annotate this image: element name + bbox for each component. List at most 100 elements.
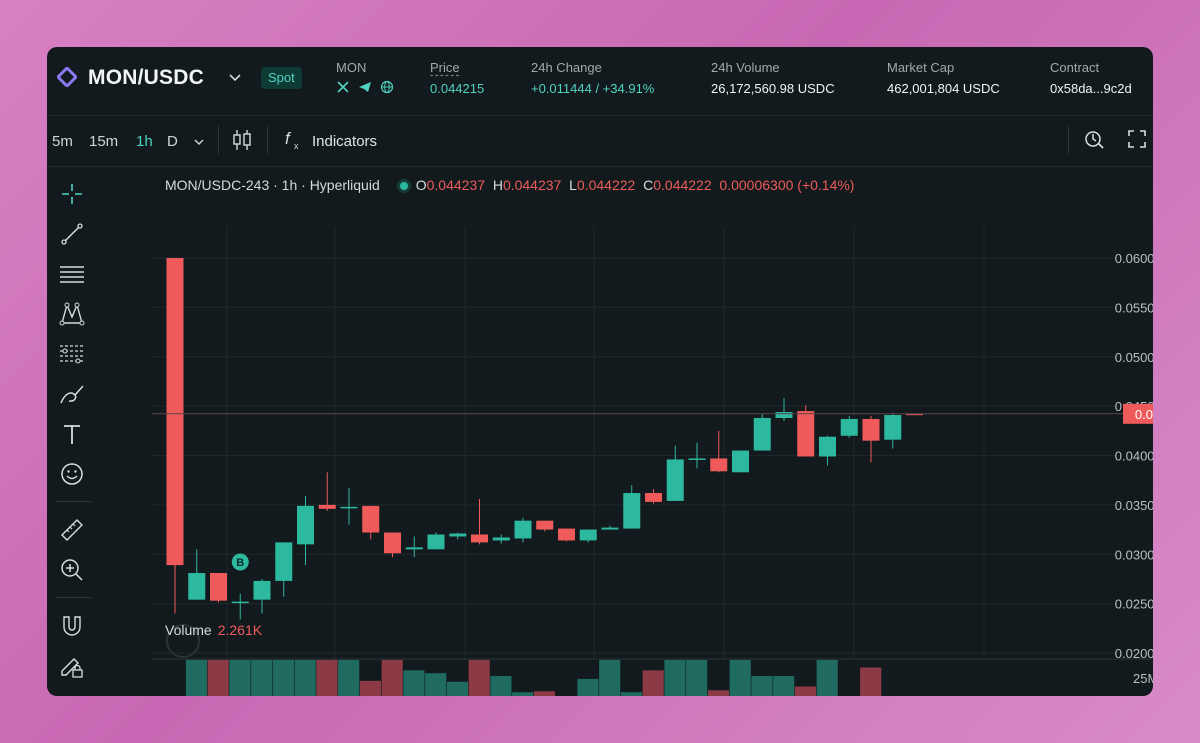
chevron-down-icon[interactable] xyxy=(227,69,243,85)
volume-bar xyxy=(686,659,708,696)
buy-marker xyxy=(231,553,249,571)
candle-body xyxy=(253,580,271,600)
monad-logo-icon xyxy=(57,67,77,87)
indicators-button[interactable]: Indicators xyxy=(312,133,378,150)
candlestick-chart[interactable]: B0.0600000.0550000.0500000.0450000.04000… xyxy=(97,167,1153,696)
candle-body xyxy=(775,412,793,418)
price-axis-label: 0.060000 xyxy=(1115,251,1153,266)
candle-body xyxy=(166,258,184,566)
price-value: 0.044215 xyxy=(430,81,485,96)
market-header: MON/USDC Spot MON Price 0.044215 24h Cha… xyxy=(47,47,1153,116)
candle-body xyxy=(536,520,554,530)
candle-body xyxy=(819,436,836,457)
volume-bar xyxy=(272,659,295,696)
volume-bar xyxy=(664,659,686,696)
price-axis-label: 0.025000 xyxy=(1115,597,1153,612)
volume-bar xyxy=(294,659,316,696)
timeframe-chevron-down-icon[interactable] xyxy=(192,135,206,149)
fib-retracement-icon[interactable] xyxy=(59,341,85,367)
price-label[interactable]: Price xyxy=(430,60,460,75)
candle-body xyxy=(732,450,749,473)
lock-drawing-icon[interactable] xyxy=(59,653,85,679)
volume-settings-icon[interactable] xyxy=(166,624,200,658)
magnet-icon[interactable] xyxy=(59,613,85,639)
volume-bar xyxy=(599,659,621,696)
zoom-in-icon[interactable] xyxy=(59,557,85,583)
candle-body xyxy=(862,418,880,441)
candles-chart-type-icon[interactable] xyxy=(231,128,253,152)
candle-body xyxy=(840,418,858,436)
low-label: L xyxy=(569,177,577,193)
x-twitter-icon[interactable] xyxy=(336,80,350,94)
price-chart[interactable]: B0.0600000.0550000.0500000.0450000.04000… xyxy=(97,167,1153,696)
volume-bar xyxy=(707,690,730,696)
timeframe-5m[interactable]: 5m xyxy=(52,133,73,150)
candle-body xyxy=(405,547,423,550)
horizontal-lines-icon[interactable] xyxy=(59,261,85,287)
timeframe-d[interactable]: D xyxy=(167,133,178,150)
close-label: C xyxy=(643,177,654,193)
telegram-icon[interactable] xyxy=(358,80,372,94)
market-cap-label: Market Cap xyxy=(887,60,955,75)
contract-stat: Contract 0x58da...9c2d xyxy=(1050,60,1132,96)
candle-body xyxy=(514,520,532,539)
emoji-icon[interactable] xyxy=(59,461,85,487)
candle-body xyxy=(906,413,923,416)
divider xyxy=(55,597,91,598)
text-tool-icon[interactable] xyxy=(59,421,85,447)
token-info: MON xyxy=(336,60,394,94)
open-value: 0.044237 xyxy=(426,177,486,193)
last-price-tag xyxy=(1123,403,1153,424)
change-value: +0.011444 / +34.91% xyxy=(531,81,655,96)
market-type-badge: Spot xyxy=(261,67,302,89)
alert-clock-icon[interactable] xyxy=(1083,128,1105,150)
volume-bar xyxy=(620,692,643,696)
change-label: 24h Change xyxy=(531,60,602,75)
divider xyxy=(55,501,91,502)
volume-legend: Volume 2.261K xyxy=(165,622,262,638)
price-axis-label: 0.030000 xyxy=(1115,547,1153,562)
volume-bar xyxy=(773,676,795,696)
volume-bar xyxy=(425,673,447,696)
volume-bar xyxy=(468,659,490,696)
trading-app: MON/USDC Spot MON Price 0.044215 24h Cha… xyxy=(47,47,1153,696)
contract-value[interactable]: 0x58da...9c2d xyxy=(1050,81,1132,96)
market-cap-value: 462,001,804 USDC xyxy=(887,81,1000,96)
volume-bar xyxy=(381,659,403,696)
buy-marker-label: B xyxy=(236,557,244,569)
function-indicators-icon[interactable]: f x xyxy=(283,128,305,152)
divider xyxy=(267,126,268,154)
legend-symbol: MON/USDC-243 · 1h · Hyperliquid xyxy=(165,177,380,193)
volume-bar xyxy=(794,686,817,696)
price-axis-label: 0.055000 xyxy=(1115,300,1153,315)
low-value: 0.044222 xyxy=(576,177,636,193)
open-label: O xyxy=(415,177,427,193)
candle-body xyxy=(753,417,771,451)
globe-icon[interactable] xyxy=(380,80,394,94)
close-value: 0.044222 xyxy=(653,177,712,193)
market-cap-stat: Market Cap 462,001,804 USDC xyxy=(887,60,1000,96)
volume-bar xyxy=(512,692,534,696)
candle-body xyxy=(340,506,358,509)
svg-text:f: f xyxy=(285,129,292,148)
candle-body xyxy=(297,505,314,545)
contract-label: Contract xyxy=(1050,60,1100,75)
volume-bar xyxy=(338,659,360,696)
volume-bar xyxy=(816,659,838,696)
candle-body xyxy=(210,573,227,601)
price-axis-label: 0.040000 xyxy=(1115,449,1153,464)
volume-bar xyxy=(860,667,882,696)
high-label: H xyxy=(492,177,503,193)
crosshair-icon[interactable] xyxy=(59,181,85,207)
pair-selector[interactable]: MON/USDC xyxy=(88,66,204,89)
ruler-icon[interactable] xyxy=(59,517,85,543)
fullscreen-icon[interactable] xyxy=(1127,129,1147,149)
brush-icon[interactable] xyxy=(59,381,85,407)
candle-body xyxy=(579,529,597,541)
timeframe-1h[interactable]: 1h xyxy=(136,133,153,150)
pattern-icon[interactable] xyxy=(59,301,85,327)
timeframe-15m[interactable]: 15m xyxy=(89,133,119,150)
candle-body xyxy=(275,542,293,581)
trend-line-icon[interactable] xyxy=(59,221,85,247)
volume-bar xyxy=(207,659,229,696)
